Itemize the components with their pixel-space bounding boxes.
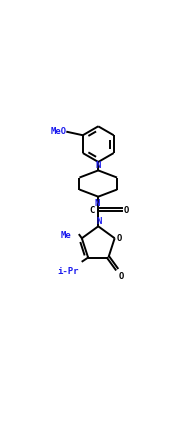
Text: O: O: [123, 206, 129, 215]
Text: O: O: [119, 271, 124, 280]
Text: MeO: MeO: [51, 127, 67, 136]
Text: N: N: [96, 161, 101, 170]
Text: N: N: [95, 198, 100, 207]
Text: N: N: [96, 217, 101, 226]
Text: i-Pr: i-Pr: [57, 266, 79, 275]
Text: O: O: [117, 234, 122, 243]
Text: C: C: [90, 206, 95, 215]
Text: Me: Me: [61, 230, 71, 239]
